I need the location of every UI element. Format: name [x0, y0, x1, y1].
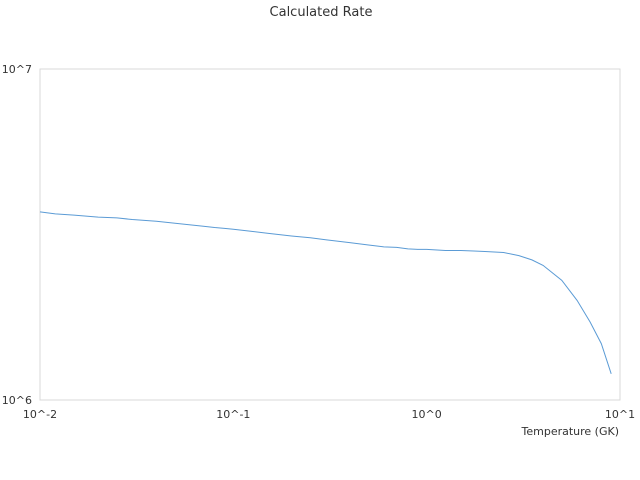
x-axis-ticks: 10^-2 10^-1 10^0 10^1 [23, 408, 635, 421]
x-tick-label: 10^1 [605, 408, 635, 421]
x-tick-label: 10^-2 [23, 408, 57, 421]
plot-frame [39, 68, 621, 401]
x-axis-label: Temperature (GK) [521, 425, 620, 438]
y-tick-label: 10^7 [2, 63, 32, 76]
x-tick-label: 10^0 [412, 408, 442, 421]
y-tick-label: 10^6 [2, 394, 32, 407]
x-tick-label: 10^-1 [216, 408, 250, 421]
chart-title: Calculated Rate [270, 5, 373, 20]
series-line [39, 211, 612, 374]
y-axis-ticks: 10^6 10^7 [2, 63, 32, 407]
